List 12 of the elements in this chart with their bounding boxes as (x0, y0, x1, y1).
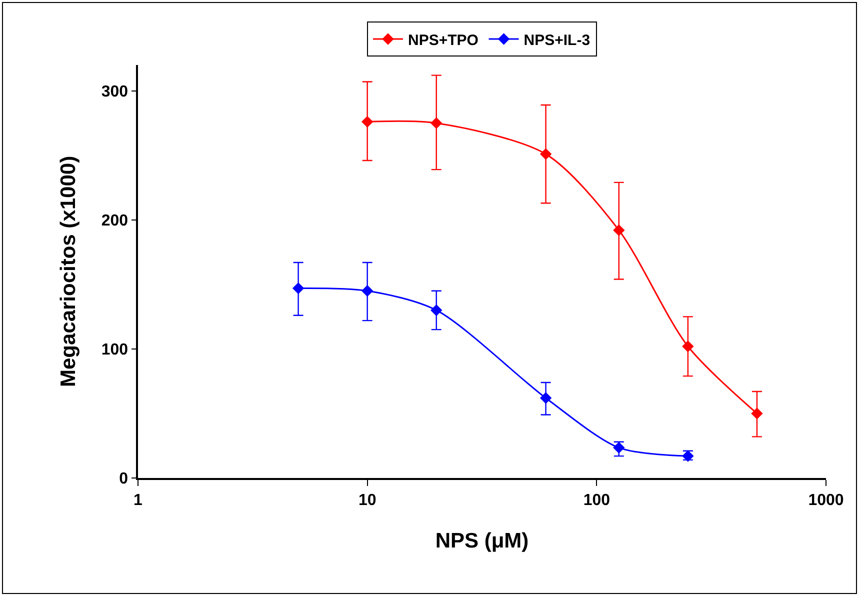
y-tick-label: 100 (101, 342, 128, 359)
y-tick-label: 0 (119, 470, 128, 488)
legend-label: NPS+IL-3 (524, 32, 590, 49)
y-tick-label: 200 (101, 212, 128, 230)
x-tick-label: 10 (358, 492, 376, 509)
x-axis-title: NPS (μM) (435, 530, 529, 553)
x-tick-label: 1000 (808, 492, 844, 509)
x-tick-label: 1 (134, 492, 143, 509)
y-tick-label: 300 (101, 83, 128, 100)
x-tick-label: 100 (583, 492, 610, 509)
legend-label: NPS+TPO (408, 32, 479, 49)
y-axis-title: Megacariocitos (x1000) (56, 156, 80, 388)
